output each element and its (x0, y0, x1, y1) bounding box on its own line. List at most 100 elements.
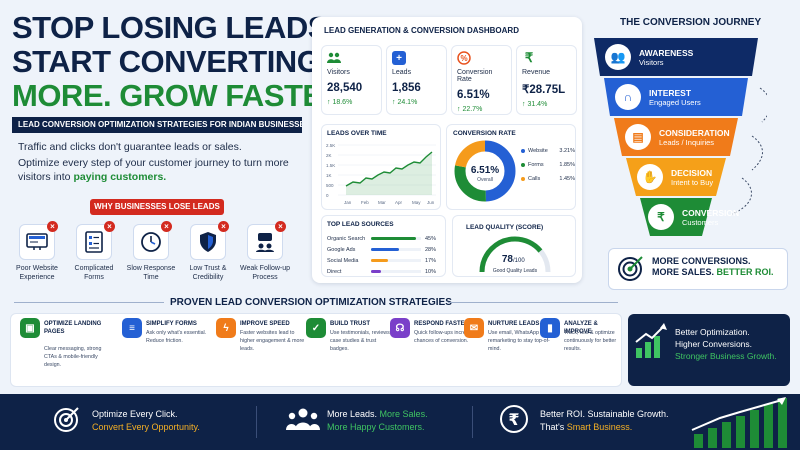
x-tick: Apr (395, 200, 403, 205)
dashboard-title: LEAD GENERATION & CONVERSION DASHBOARD (324, 26, 519, 35)
y-tick: 500 (326, 183, 334, 188)
headline-line-3: MORE. GROW FASTER. (12, 78, 353, 113)
subtitle-banner: LEAD CONVERSION OPTIMIZATION STRATEGIES … (12, 117, 302, 133)
intro-text: Traffic and clicks don't guarantee leads… (18, 140, 318, 184)
funnel-stage-conversion: ₹ CONVERSION Customers (648, 204, 739, 230)
top-sources-list: Organic Search 45% Google Ads 28% Social M… (327, 233, 443, 277)
why-lose-leads-tag: WHY BUSINESSES LOSE LEADS (90, 199, 224, 215)
landing-page-icon: ▣ (20, 318, 40, 338)
conversion-rate-panel (446, 124, 576, 210)
bottom-item-optimize: Optimize Every Click. Convert Every Oppo… (92, 409, 200, 432)
paying-customers-text: paying customers. (73, 171, 167, 183)
error-x-icon: × (275, 221, 286, 232)
source-row: Social Media 17% (327, 257, 437, 264)
donut-center-label: Overall (477, 177, 493, 183)
why-item-complicated-forms: × Complicated Forms (74, 221, 115, 281)
legend-swatch (521, 177, 525, 181)
rupee-icon: ₹ (522, 50, 536, 65)
users-group-icon (286, 408, 320, 430)
divider (448, 302, 618, 303)
chat-users-icon: × (247, 221, 286, 260)
lead-quality-title: LEAD QUALITY (SCORE) (466, 224, 544, 231)
conversion-legend: Website 3.21% Forms 1.85% Calls 1.45% (521, 148, 575, 182)
legend-item-forms: Forms 1.85% (521, 162, 575, 168)
target-icon (618, 256, 643, 281)
svg-text:%: % (460, 54, 467, 63)
x-tick: May (412, 200, 421, 205)
legend-swatch (521, 149, 525, 153)
funnel-stage-interest: ∩ INTEREST Engaged Users (615, 84, 701, 110)
error-x-icon: × (161, 221, 172, 232)
kpi-conversion-rate: % Conversion Rate 6.51% ↑ 22.7% (451, 45, 512, 115)
donut-center-value: 6.51% (471, 165, 499, 176)
lead-quality-gauge: 78 /100 Good Quality Leads (479, 236, 551, 274)
roi-callout (608, 248, 788, 290)
target-icon (54, 407, 79, 432)
headline-line-2: START CONVERTING (12, 44, 321, 79)
roi-line-1: MORE CONVERSIONS. (652, 256, 751, 266)
mail-icon: ✉ (464, 318, 484, 338)
source-bar (371, 248, 399, 251)
source-bar (371, 237, 416, 240)
hand-icon: ✋ (637, 164, 663, 190)
optimization-line-3: Stronger Business Growth. (675, 351, 777, 361)
growth-chart-icon (635, 323, 667, 358)
divider (472, 406, 473, 438)
divider (256, 406, 257, 438)
shield-check-icon: ✓ (306, 318, 326, 338)
leads-over-time-panel (321, 124, 441, 210)
optimization-line-1: Better Optimization. (675, 327, 750, 337)
y-tick: 2.5K (326, 143, 335, 148)
rupee-icon: ₹ (648, 204, 674, 230)
lightning-icon: ϟ (216, 318, 236, 338)
intro-line-2: Optimize every step of your customer jou… (18, 157, 289, 183)
conversion-rate-title: CONVERSION RATE (453, 130, 516, 137)
chart-icon: ▮ (540, 318, 560, 338)
x-tick: Jun (427, 200, 435, 205)
journey-arrow (731, 177, 752, 215)
kpi-revenue: ₹ Revenue ₹28.75L ↑ 31.4% (516, 45, 577, 115)
optimization-line-2: Higher Conversions. (675, 339, 753, 349)
growth-bars-icon (691, 397, 787, 448)
funnel-stage-awareness: 👥 AWARENESS Visitors (605, 44, 693, 70)
why-item-slow-response: × Slow Response Time (126, 221, 176, 281)
source-row: Google Ads 28% (327, 246, 437, 253)
gauge-label: Good Quality Leads (493, 268, 538, 274)
y-tick: 2K (326, 153, 332, 158)
dashboard-card (312, 17, 582, 283)
magnet-icon: ∩ (615, 84, 641, 110)
users-icon: 👥 (605, 44, 631, 70)
error-x-icon: × (104, 221, 115, 232)
top-sources-panel (321, 215, 446, 277)
kpi-visitors: Visitors 28,540 ↑ 18.6% (321, 45, 382, 115)
x-tick: Mar (378, 200, 386, 205)
chat-icon: ▤ (625, 124, 651, 150)
rupee-icon: ₹ (500, 405, 528, 433)
gauge-max: /100 (513, 258, 525, 264)
journey-arrow (759, 87, 767, 123)
funnel-band-awareness (594, 38, 758, 76)
monitor-icon: × (19, 221, 58, 260)
funnel-title: THE CONVERSION JOURNEY (620, 17, 762, 28)
form-icon: ≡ (122, 318, 142, 338)
roi-line-2: MORE SALES. BETTER ROI. (652, 267, 774, 277)
error-x-icon: × (218, 221, 229, 232)
divider (14, 302, 164, 303)
y-tick: 1K (326, 173, 332, 178)
strategies-title: PROVEN LEAD CONVERSION OPTIMIZATION STRA… (170, 297, 452, 308)
funnel-stage-decision: ✋ DECISION Intent to Buy (637, 164, 713, 190)
x-tick: Jan (344, 200, 352, 205)
y-tick: 1.5K (326, 163, 335, 168)
kpi-leads: + Leads 1,856 ↑ 24.1% (386, 45, 447, 115)
intro-line-1: Traffic and clicks don't guarantee leads… (18, 141, 242, 153)
percent-icon: % (457, 51, 471, 65)
top-sources-title: TOP LEAD SOURCES (327, 221, 394, 228)
funnel-stage-consideration: ▤ CONSIDERATION Leads / Inquiries (625, 124, 730, 150)
users-icon (327, 51, 341, 65)
bottom-item-roi: Better ROI. Sustainable Growth. That's S… (540, 409, 669, 432)
error-x-icon: × (47, 221, 58, 232)
gauge-score: 78 (502, 254, 514, 265)
donut-slice-forms (454, 140, 516, 202)
gauge-fill (479, 236, 551, 273)
legend-item-calls: Calls 1.45% (521, 176, 575, 182)
